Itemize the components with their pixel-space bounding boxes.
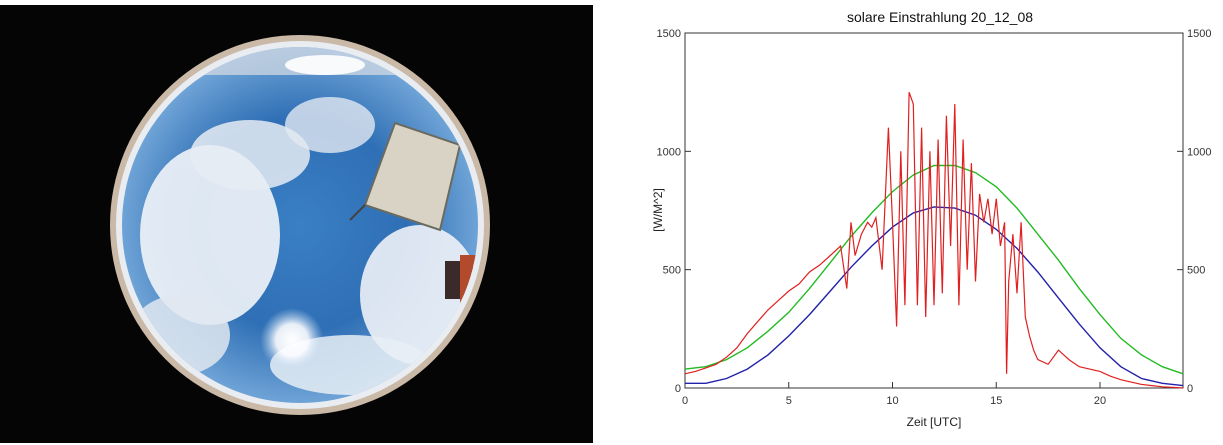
chart-canvas: solare Einstrahlung 20_12_08 [W/M^2] Zei… — [651, 9, 1212, 429]
y-tick-label: 500 — [663, 265, 681, 277]
axis-ticks: 0 5 10 15 20 0 500 1000 1500 0 500 1000 1500 — [657, 28, 1212, 407]
series-line-clear_sky_lower — [685, 206, 1184, 387]
x-axis-label: Zeit [UTC] — [907, 415, 962, 429]
series-line-clear_sky_upper — [684, 164, 1184, 375]
x-tick-label: 0 — [682, 395, 688, 407]
y-axis-label: [W/M^2] — [651, 188, 665, 232]
cloud — [140, 145, 280, 325]
fisheye-sky-photo — [0, 5, 593, 443]
series-line-measured — [684, 91, 1184, 389]
plot-area — [684, 32, 1184, 389]
y-tick-label: 0 — [675, 383, 681, 395]
ship-mast — [363, 121, 462, 232]
y-tick-label-right: 1000 — [1187, 146, 1211, 158]
y-tick-label: 1500 — [657, 28, 681, 40]
x-tick-label: 5 — [786, 395, 792, 407]
y-tick-label-right: 1500 — [1187, 28, 1211, 40]
y-tick-label: 1000 — [657, 146, 681, 158]
y-tick-label-right: 0 — [1187, 383, 1193, 395]
y-tick-label-right: 500 — [1187, 265, 1205, 277]
chart-title: solare Einstrahlung 20_12_08 — [847, 9, 1033, 25]
x-tick-label: 10 — [886, 395, 898, 407]
x-tick-label: 15 — [990, 395, 1002, 407]
solar-irradiance-chart: solare Einstrahlung 20_12_08 [W/M^2] Zei… — [640, 0, 1223, 445]
x-tick-label: 20 — [1094, 395, 1106, 407]
sun — [260, 308, 324, 372]
fisheye-sky-image — [110, 35, 490, 415]
series-layer — [684, 91, 1184, 389]
